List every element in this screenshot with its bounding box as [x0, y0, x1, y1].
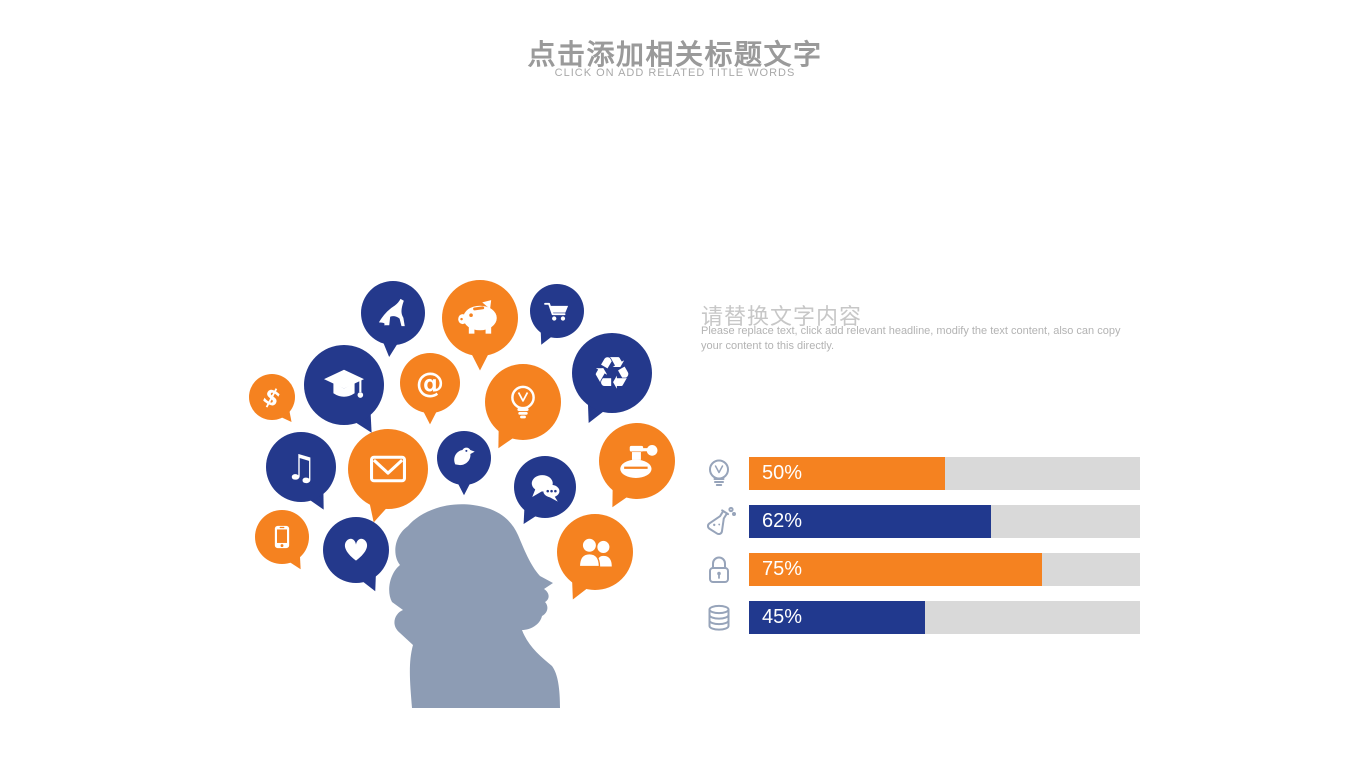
phone-icon: [274, 525, 290, 549]
flask-icon: [700, 503, 738, 541]
at-sign-icon: [415, 366, 445, 400]
bar-value-label: 75%: [762, 558, 803, 580]
bar-fill: 62%: [749, 505, 992, 538]
page-subtitle[interactable]: CLICK ON ADD RELATED TITLE WORDS: [554, 67, 796, 79]
bubble-heart: [323, 517, 389, 592]
bar-track: 62%: [749, 505, 1140, 538]
bubble-dollar: [249, 374, 295, 423]
bubble-piggy-bank: [442, 280, 518, 371]
database-icon: [700, 599, 738, 637]
lightbulb-icon: [700, 455, 738, 493]
bubble-shopping-cart: [530, 284, 584, 345]
bubble-music-note: [266, 432, 336, 510]
chart-row-flask: 62%: [700, 505, 1140, 538]
bar-value-label: 45%: [762, 606, 803, 628]
bar-fill: 50%: [749, 457, 945, 490]
bar-fill: 45%: [749, 601, 925, 634]
social-icons-illustration: $ @ ♻ ♫: [249, 280, 675, 708]
bubble-chat: [514, 456, 576, 525]
bar-value-label: 62%: [762, 510, 803, 532]
bubble-phone: [255, 510, 309, 570]
bubble-perfume: [599, 423, 675, 508]
chart-row-lock: 75%: [700, 553, 1140, 586]
recycle-icon: [591, 347, 633, 400]
bubble-recycle: [572, 333, 652, 424]
bar-fill: 75%: [749, 553, 1043, 586]
bubble-bird: [437, 431, 491, 496]
percentage-bar-chart: 50% 62%: [700, 457, 1140, 649]
page-title[interactable]: 点击添加相关标题文字: [527, 39, 823, 70]
bar-track: 50%: [749, 457, 1140, 490]
music-note-icon: [285, 448, 317, 489]
bubble-high-heel: [361, 281, 425, 357]
woman-silhouette: [389, 504, 560, 708]
chart-row-lightbulb: 50%: [700, 457, 1140, 490]
bar-track: 75%: [749, 553, 1140, 586]
bar-track: 45%: [749, 601, 1140, 634]
bubble-graduation-cap: [304, 345, 384, 433]
chart-row-database: 45%: [700, 601, 1140, 634]
bubble-at-sign: [400, 353, 460, 425]
bar-value-label: 50%: [762, 462, 803, 484]
content-body-text[interactable]: Please replace text, click add relevant …: [701, 325, 1121, 352]
bubble-envelope: [348, 429, 428, 523]
content-heading[interactable]: 请替换文字内容: [701, 304, 863, 329]
lock-icon: [700, 551, 738, 589]
bubble-lightbulb: [485, 364, 561, 449]
bubble-people: [557, 514, 633, 600]
speech-bubbles-group: [249, 280, 675, 600]
